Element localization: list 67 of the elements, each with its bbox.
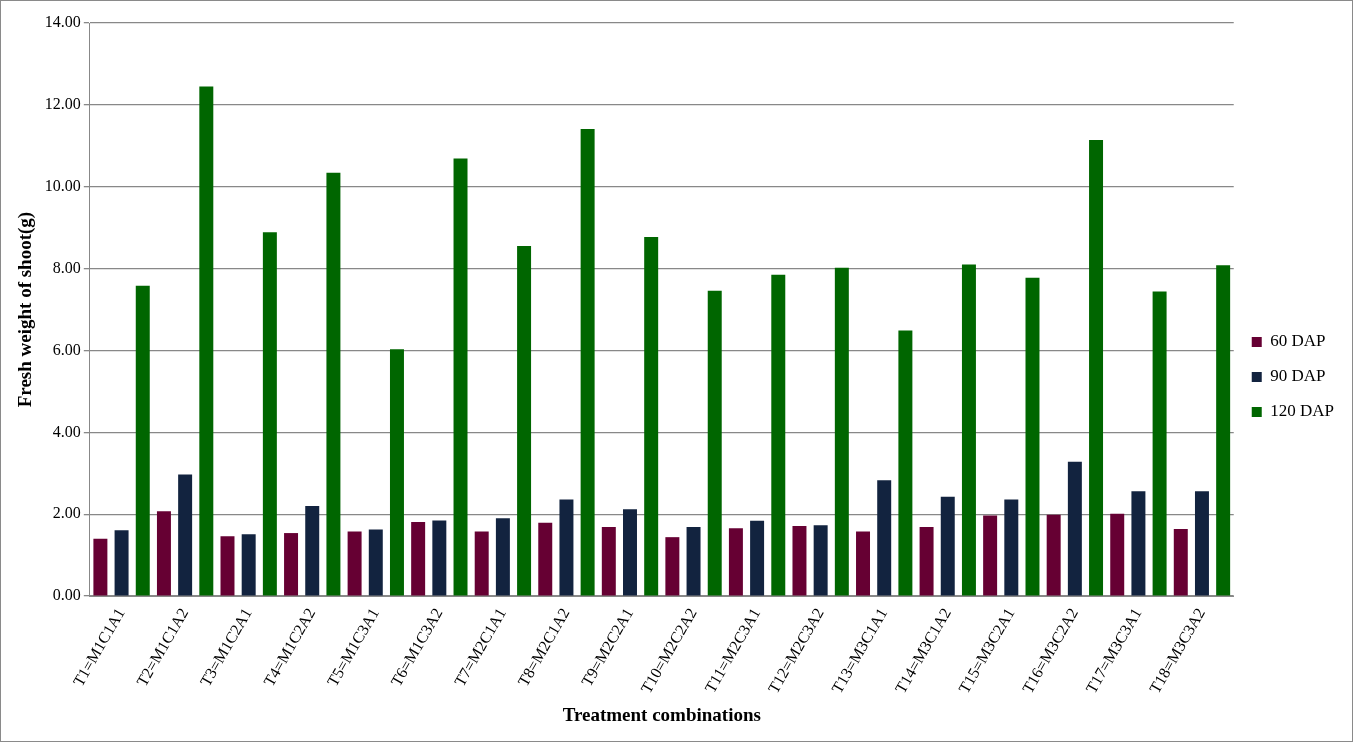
bar: [453, 158, 468, 596]
bar: [771, 274, 786, 596]
bar: [178, 474, 193, 596]
bar: [1194, 491, 1209, 596]
y-tick-label: 12.00: [44, 95, 81, 113]
bar: [326, 172, 341, 596]
bar: [1089, 140, 1104, 596]
y-tick-label: 4.00: [52, 422, 81, 440]
bar: [347, 531, 362, 596]
legend-label: 120 DAP: [1270, 401, 1335, 421]
bar: [538, 522, 553, 596]
bar: [1216, 265, 1231, 596]
bar: [1152, 291, 1167, 596]
bar: [559, 499, 574, 596]
y-tick-label: 14.00: [44, 13, 81, 31]
bar: [601, 526, 616, 596]
bar: [156, 511, 171, 596]
bar: [644, 237, 659, 596]
bar: [1131, 491, 1146, 596]
bar: [495, 518, 510, 596]
bar: [1110, 513, 1125, 596]
bar: [813, 525, 828, 596]
bar: [474, 531, 489, 596]
y-tick-label: 2.00: [52, 504, 81, 522]
bar: [1067, 461, 1082, 596]
bar: [389, 349, 404, 596]
bar: [368, 529, 383, 596]
bar: [411, 522, 426, 596]
bar: [220, 536, 235, 596]
bar: [623, 509, 637, 596]
bar: [135, 285, 150, 596]
bar: [580, 129, 595, 596]
bar: [262, 232, 277, 596]
bar: [114, 530, 129, 596]
bar: [686, 526, 701, 596]
bar: [665, 537, 680, 596]
y-tick-label: 0.00: [52, 586, 81, 604]
bar: [961, 264, 976, 596]
bar: [1173, 528, 1188, 596]
y-tick-label: 8.00: [52, 258, 81, 276]
legend-label: 90 DAP: [1270, 366, 1326, 386]
y-tick-label: 6.00: [52, 340, 81, 358]
bar: [834, 267, 849, 596]
bar: [750, 520, 765, 596]
bar: [199, 86, 214, 596]
bar: [1004, 499, 1019, 596]
bar: [432, 520, 447, 596]
bar: [792, 526, 807, 596]
bar: [940, 496, 955, 596]
legend-label: 60 DAP: [1270, 331, 1326, 351]
bar: [305, 506, 320, 596]
y-axis-title: Fresh weight of shoot(g): [14, 211, 37, 408]
bar: [93, 538, 108, 596]
bar: [856, 531, 871, 596]
bar: [517, 246, 532, 596]
bar: [983, 515, 998, 596]
bar: [919, 526, 934, 596]
bar: [898, 330, 913, 596]
y-tick-label: 10.00: [44, 176, 81, 194]
x-axis-title: Treatment combinations: [562, 703, 761, 725]
bar: [241, 534, 256, 596]
bar: [284, 533, 299, 596]
bar: [877, 480, 892, 596]
bar: [728, 528, 743, 596]
bar: [707, 290, 722, 596]
bar: [1025, 277, 1040, 596]
bar: [1046, 514, 1061, 596]
